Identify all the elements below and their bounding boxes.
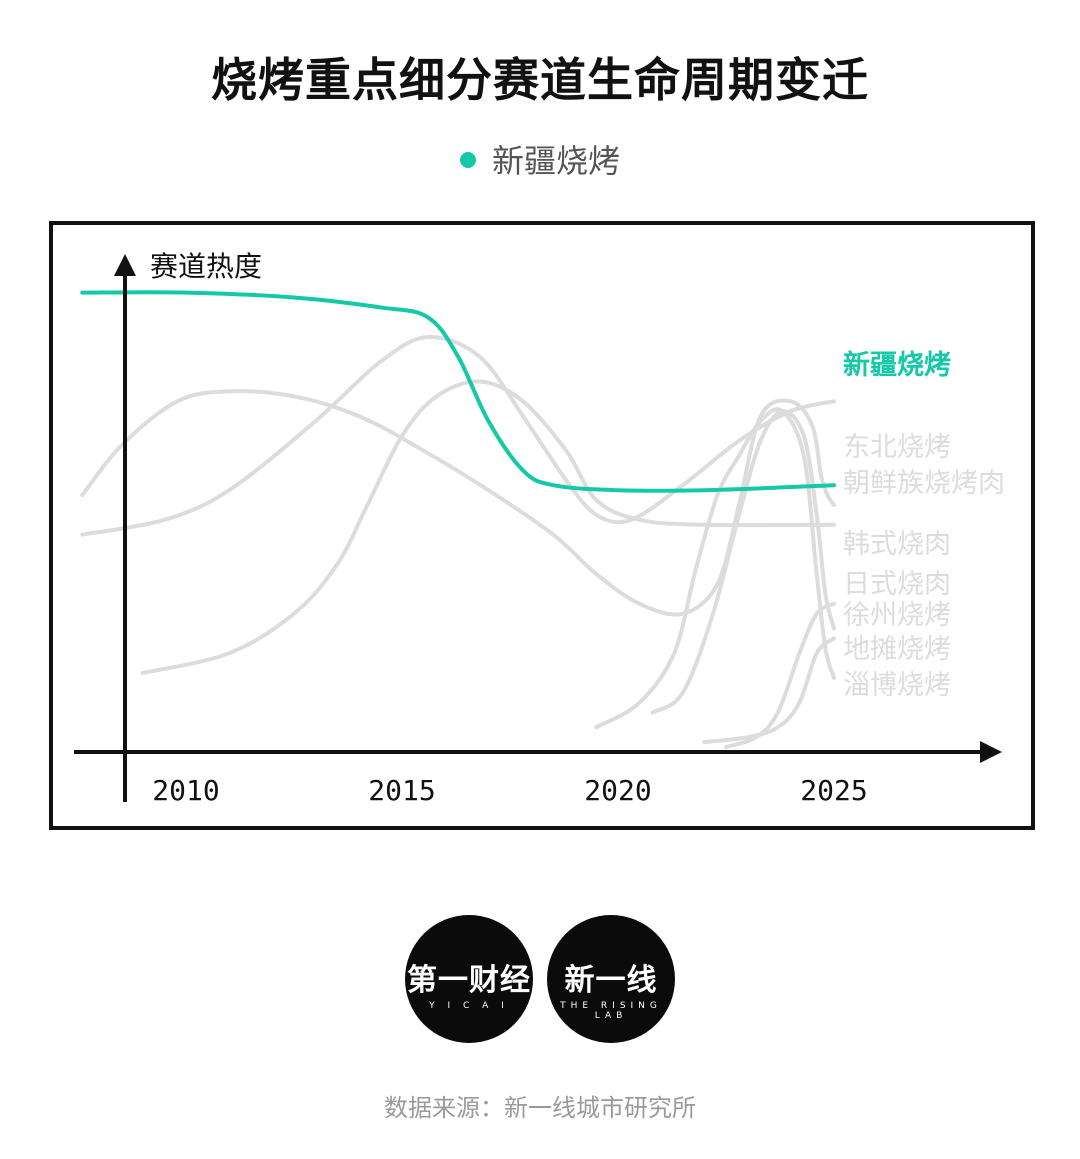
- legend-dot-icon: [459, 152, 476, 168]
- x-tick-labels: 2010 2015 2020 2025: [152, 774, 867, 807]
- y-axis-label: 赛道热度: [150, 250, 262, 283]
- yicai-logo-sub: Y I C A I: [429, 1001, 509, 1011]
- yicai-logo-text: 第一财经: [407, 963, 531, 998]
- series-line-6: [702, 636, 836, 745]
- series-line-2: [80, 389, 836, 617]
- axis-layer: 赛道热度: [74, 250, 1002, 802]
- x-tick-label-1: 2015: [368, 774, 435, 807]
- series-line-1: [80, 334, 836, 537]
- legend: 新疆烧烤: [0, 136, 1080, 182]
- chart-title: 烧烤重点细分赛道生命周期变迁: [211, 53, 869, 107]
- x-tick-label-2: 2020: [584, 774, 651, 807]
- x-axis-arrow-icon: [980, 741, 1002, 763]
- x-tick-label-0: 2010: [152, 774, 219, 807]
- series-label-3: 韩式烧肉: [843, 529, 951, 560]
- x-tick-label-3: 2025: [800, 774, 867, 807]
- rising-lab-logo: 新一线 THE RISING LAB: [547, 915, 675, 1043]
- series-label-0: 新疆烧烤: [843, 349, 951, 381]
- data-source: 数据来源：新一线城市研究所: [384, 1094, 696, 1122]
- series-label-5: 徐州烧烤: [843, 600, 951, 631]
- logo-row: 第一财经 Y I C A I 新一线 THE RISING LAB: [0, 915, 1080, 1045]
- chart-frame: [49, 221, 1035, 830]
- series-label-1: 东北烧烤: [843, 432, 951, 463]
- series-label-2: 朝鲜族烧烤肉: [843, 468, 1005, 499]
- legend-label: 新疆烧烤: [491, 142, 620, 180]
- y-axis-arrow-icon: [114, 254, 136, 276]
- series-line-0: [80, 290, 836, 493]
- series-layer: [80, 290, 836, 750]
- series-label-4: 日式烧肉: [843, 569, 951, 600]
- yicai-logo: 第一财经 Y I C A I: [405, 915, 533, 1043]
- series-line-5: [594, 407, 836, 730]
- series-line-3: [140, 379, 836, 675]
- rising-lab-logo-text: 新一线: [564, 963, 658, 998]
- series-label-7: 淄博烧烤: [843, 670, 951, 701]
- series-line-4: [650, 409, 836, 715]
- series-line-7: [724, 601, 836, 750]
- rising-lab-logo-sub: THE RISING LAB: [560, 1001, 662, 1021]
- series-label-6: 地摊烧烤: [843, 634, 951, 665]
